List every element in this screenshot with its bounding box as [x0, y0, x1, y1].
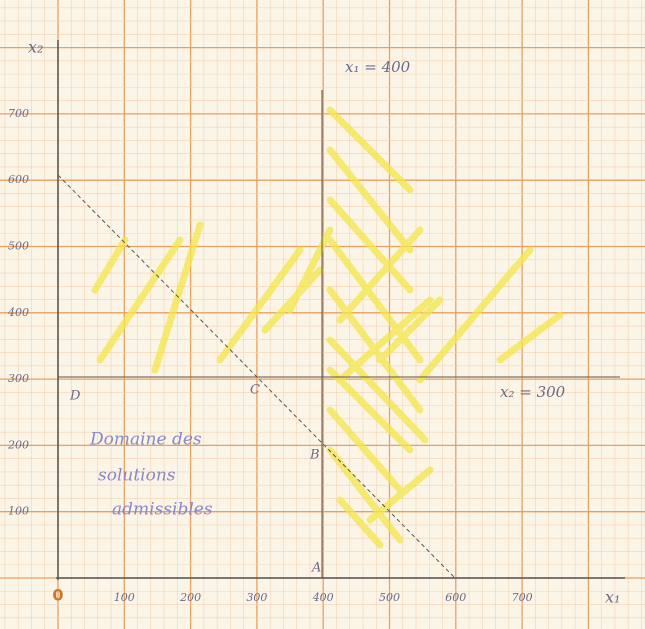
x-tick-label: 200 — [179, 591, 201, 604]
y-tick-label: 500 — [8, 240, 29, 253]
point-label: D — [69, 389, 81, 404]
horizontal-line-label: x₂ = 300 — [500, 383, 566, 401]
x-tick-label: 300 — [246, 591, 267, 604]
vertical-line-label: x₁ = 400 — [345, 58, 411, 76]
y-axis-label: x₂ — [28, 38, 43, 57]
y-tick-label: 400 — [7, 306, 29, 319]
y-tick-label: 700 — [8, 107, 29, 120]
y-tick-label: 600 — [8, 173, 29, 186]
region-label: admissibles — [112, 500, 213, 520]
origin-label: 0 — [52, 586, 63, 605]
y-tick-label: 200 — [7, 438, 29, 451]
y-tick-label: 100 — [8, 505, 29, 518]
point-label: B — [309, 448, 320, 463]
point-label: C — [250, 383, 260, 398]
region-label: Domaine des — [89, 430, 202, 450]
point-label: A — [311, 561, 321, 576]
x-tick-label: 600 — [445, 591, 466, 604]
x-tick-label: 700 — [512, 591, 533, 604]
x-tick-label: 400 — [312, 591, 334, 604]
region-label: solutions — [98, 466, 176, 486]
x-axis-label: x₁ — [605, 588, 620, 607]
x-tick-label: 100 — [114, 591, 135, 604]
x-tick-label: 500 — [379, 591, 400, 604]
y-tick-label: 300 — [8, 372, 29, 385]
graph-paper: x₂ x₁ 0 x₁ = 400 x₂ = 300 Domaine des so… — [0, 0, 645, 629]
